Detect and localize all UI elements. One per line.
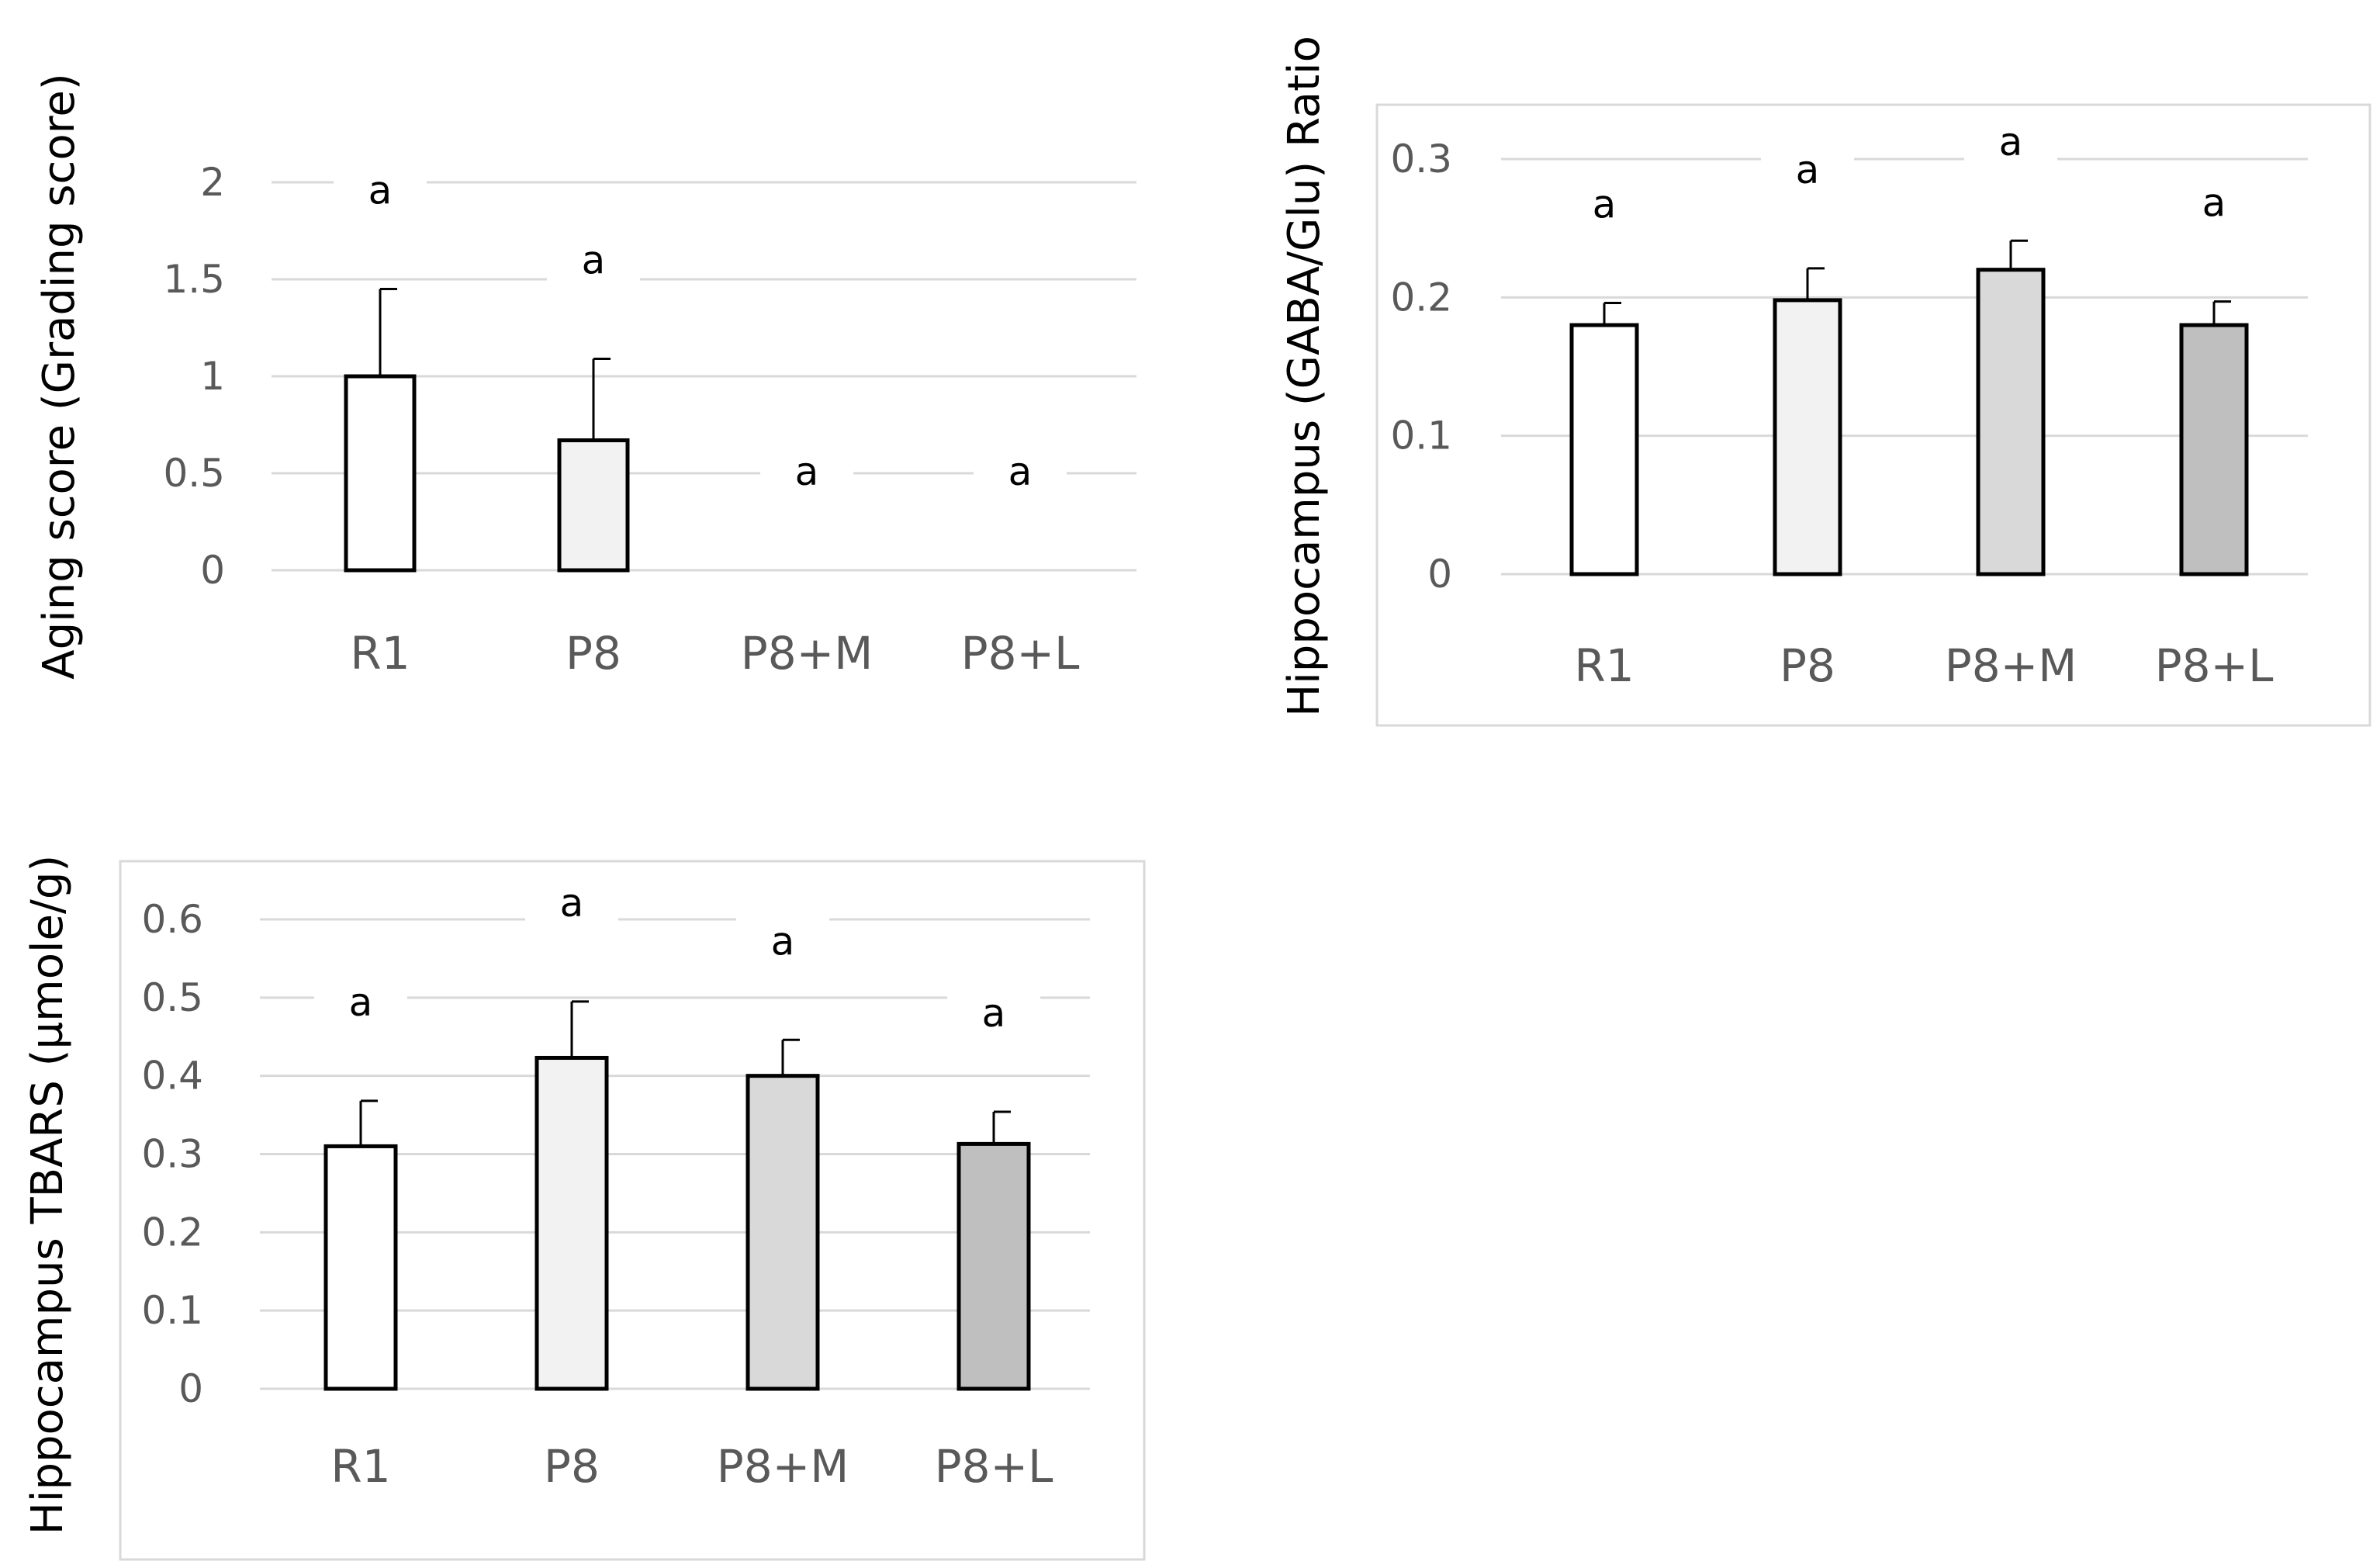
aging-score-chart: 0 0.5 1 1.5 2 Aging score (Grading score) a R1 a… [0, 0, 1164, 737]
y-tick-label: 2 [200, 160, 225, 205]
gaba-glu-ratio-chart-svg: 0 0.1 0.2 0.3 Hippocampus (GABA/Glu) Ratio a R… [1279, 36, 2371, 727]
significance-label: a [1796, 147, 1820, 192]
sig-label-mask [974, 446, 1067, 500]
y-axis-label: Hippocampus (GABA/Glu) Ratio [1279, 36, 1330, 717]
sig-label-mask [1558, 178, 1651, 234]
sig-label-mask [525, 877, 618, 932]
bar-r1 [1569, 323, 1639, 576]
tbars-chart: 0 0.1 0.2 0.3 0.4 0.5 0.6 Hippocampus TBARS (µm… [0, 815, 1164, 1564]
bar-p8-plus-l [956, 1141, 1031, 1391]
x-category-label: R1 [330, 1440, 390, 1493]
y-tick-label: 0 [178, 1366, 203, 1411]
sig-label-mask [1761, 144, 1854, 199]
x-category-label: P8+L [935, 1440, 1053, 1493]
y-tick-label: 0.3 [1390, 137, 1452, 182]
sig-label-mask [334, 164, 427, 220]
bar-r1 [323, 1144, 398, 1391]
sig-label-mask [547, 234, 640, 289]
bar-p8 [1773, 298, 1842, 576]
significance-label: a [349, 980, 373, 1025]
x-category-label: P8+M [717, 1440, 849, 1493]
y-tick-label: 0.3 [141, 1132, 203, 1177]
bar-p8-plus-l [2179, 323, 2249, 576]
bar-r1 [344, 374, 417, 573]
significance-label: a [560, 881, 584, 926]
bar-p8 [557, 438, 630, 573]
significance-label: a [771, 919, 795, 964]
significance-label: a [368, 168, 393, 213]
y-tick-label: 1 [200, 354, 225, 399]
significance-label: a [1999, 119, 2023, 164]
y-tick-label: 0.2 [141, 1210, 203, 1255]
y-tick-label: 0.6 [141, 897, 203, 942]
y-tick-label: 0.5 [163, 451, 225, 496]
y-tick-label: 1.5 [163, 257, 225, 302]
bar-p8-plus-m [1976, 268, 2046, 576]
tbars-chart-svg: 0 0.1 0.2 0.3 0.4 0.5 0.6 Hippocampus TBARS (µm… [22, 855, 1146, 1561]
y-tick-label: 0 [200, 548, 225, 593]
x-category-label: P8+M [1945, 639, 2077, 692]
significance-label: a [982, 991, 1006, 1036]
sig-label-mask [314, 976, 407, 1031]
gaba-glu-ratio-chart: 0 0.1 0.2 0.3 Hippocampus (GABA/Glu) Ratio a R… [1241, 0, 2380, 737]
significance-label: a [582, 238, 606, 283]
sig-label-mask [760, 446, 853, 500]
sig-label-mask [2167, 177, 2261, 232]
y-tick-label: 0.4 [141, 1054, 203, 1099]
y-tick-label: 0.2 [1390, 275, 1452, 320]
x-category-label: P8+M [741, 627, 873, 680]
sig-label-mask [1964, 116, 2057, 171]
bar-p8 [534, 1055, 609, 1391]
x-category-label: P8+L [961, 627, 1080, 680]
x-category-label: R1 [1574, 639, 1634, 692]
y-tick-label: 0.1 [141, 1288, 203, 1333]
aging-score-chart-svg: 0 0.5 1 1.5 2 Aging score (Grading score) a R1 a… [34, 73, 1136, 680]
y-tick-label: 0 [1427, 552, 1452, 597]
sig-label-mask [736, 916, 829, 971]
x-category-label: R1 [350, 627, 410, 680]
x-category-label: P8+L [2155, 639, 2274, 692]
x-category-label: P8 [544, 1440, 600, 1493]
sig-label-mask [947, 988, 1040, 1043]
x-category-label: P8 [566, 627, 621, 680]
significance-label: a [1008, 449, 1033, 494]
significance-label: a [2202, 181, 2226, 226]
y-tick-label: 0.1 [1390, 414, 1452, 459]
y-axis-label: Aging score (Grading score) [34, 73, 85, 679]
chart-frame [1375, 103, 2371, 727]
significance-label: a [795, 449, 819, 494]
x-category-label: P8 [1780, 639, 1835, 692]
bar-p8-plus-m [745, 1074, 820, 1391]
significance-label: a [1593, 182, 1617, 227]
y-axis-label: Hippocampus TBARS (µmole/g) [22, 855, 73, 1535]
y-tick-label: 0.5 [141, 975, 203, 1020]
chart-frame [119, 860, 1146, 1561]
